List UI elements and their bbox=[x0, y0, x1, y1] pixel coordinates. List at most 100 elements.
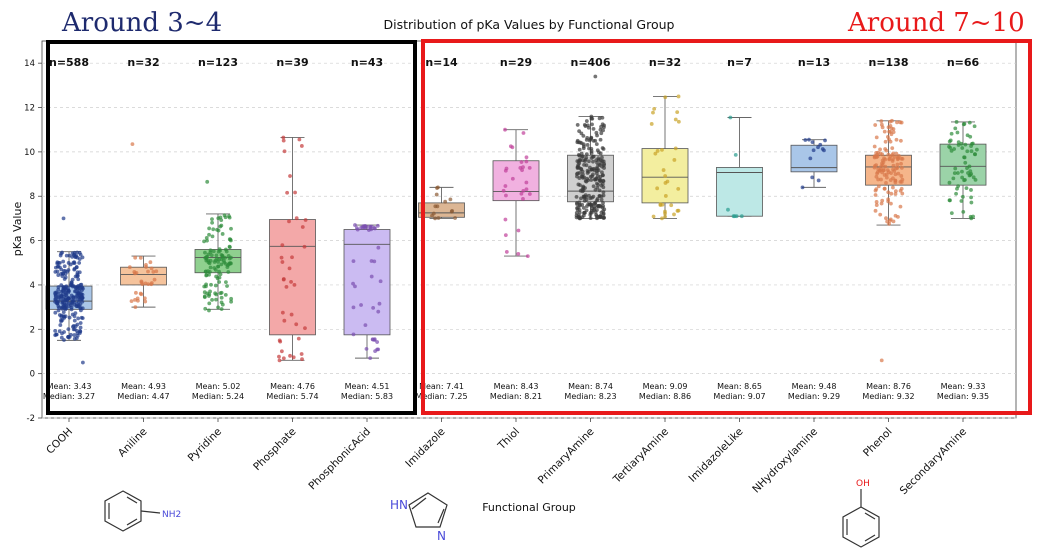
n-label-nhydroxylamine: n=13 bbox=[798, 56, 830, 69]
data-point bbox=[142, 296, 147, 301]
data-point bbox=[969, 144, 973, 149]
data-point bbox=[73, 255, 78, 260]
phenol-oh-label: OH bbox=[856, 479, 870, 489]
data-point bbox=[78, 321, 83, 325]
data-point bbox=[593, 177, 597, 182]
data-point bbox=[949, 131, 954, 136]
data-point bbox=[62, 330, 66, 334]
n-label-phosphate: n=39 bbox=[276, 56, 308, 69]
data-point bbox=[961, 122, 966, 127]
data-point bbox=[577, 129, 582, 134]
data-point bbox=[371, 337, 375, 342]
data-point bbox=[80, 255, 85, 260]
data-point bbox=[504, 250, 509, 254]
x-tick-label-thiol: Thiol bbox=[495, 426, 522, 453]
n-label-imidazolelike: n=7 bbox=[727, 56, 752, 69]
data-point bbox=[576, 215, 581, 219]
data-point bbox=[53, 333, 58, 338]
data-point bbox=[895, 166, 900, 170]
data-point bbox=[575, 171, 580, 176]
data-point bbox=[803, 138, 808, 142]
data-point bbox=[227, 256, 232, 261]
mean-label-primaryamine: Mean: 8.74 bbox=[568, 382, 613, 391]
data-point bbox=[949, 211, 954, 216]
data-point bbox=[81, 286, 85, 291]
data-point bbox=[203, 269, 208, 274]
data-point bbox=[598, 161, 603, 166]
data-point bbox=[591, 154, 595, 159]
data-point bbox=[63, 285, 68, 289]
data-point bbox=[521, 131, 526, 135]
data-point bbox=[226, 270, 231, 274]
annotation-right: Around 7~10 bbox=[847, 8, 1025, 38]
data-point bbox=[952, 171, 957, 176]
y-axis-label: pKa Value bbox=[11, 202, 24, 257]
data-point bbox=[878, 147, 882, 152]
data-point bbox=[597, 188, 602, 193]
data-point bbox=[655, 186, 660, 191]
data-point bbox=[596, 204, 601, 209]
data-point bbox=[822, 148, 826, 153]
data-point bbox=[219, 262, 224, 267]
data-point bbox=[436, 216, 441, 220]
data-point bbox=[278, 339, 283, 344]
data-point bbox=[672, 212, 676, 217]
data-point bbox=[895, 120, 899, 125]
data-point bbox=[519, 160, 524, 164]
data-point bbox=[595, 166, 600, 171]
data-point bbox=[601, 190, 606, 195]
data-point bbox=[874, 200, 879, 204]
mean-label-tertiaryamine: Mean: 9.09 bbox=[643, 382, 688, 391]
data-point bbox=[294, 216, 299, 221]
data-point bbox=[376, 245, 381, 250]
data-point bbox=[77, 250, 82, 255]
data-point bbox=[290, 255, 294, 260]
data-point bbox=[66, 335, 70, 339]
data-point bbox=[594, 142, 599, 147]
data-point bbox=[661, 168, 666, 172]
data-point bbox=[281, 277, 286, 281]
x-axis-label: Functional Group bbox=[482, 501, 576, 514]
x-tick-label-pyridine: Pyridine bbox=[186, 426, 225, 465]
data-point bbox=[56, 285, 61, 289]
data-point bbox=[296, 336, 301, 341]
data-point bbox=[300, 357, 304, 362]
data-point bbox=[601, 201, 605, 205]
data-point bbox=[62, 338, 66, 342]
data-point bbox=[213, 268, 218, 272]
data-point bbox=[133, 305, 138, 310]
data-point bbox=[219, 223, 224, 228]
data-point bbox=[55, 264, 60, 269]
data-point bbox=[72, 327, 77, 332]
data-point bbox=[359, 225, 363, 230]
data-point bbox=[893, 192, 898, 196]
data-point bbox=[202, 239, 206, 244]
data-point bbox=[593, 74, 598, 79]
data-point bbox=[136, 298, 140, 303]
points-pyridine bbox=[202, 179, 234, 313]
data-point bbox=[660, 202, 665, 207]
data-point bbox=[66, 296, 71, 301]
data-point bbox=[133, 297, 137, 302]
data-point bbox=[967, 120, 972, 125]
data-point bbox=[518, 165, 523, 170]
data-point bbox=[581, 146, 586, 151]
data-point bbox=[673, 146, 678, 151]
data-point bbox=[886, 134, 890, 139]
data-point bbox=[879, 119, 884, 124]
data-point bbox=[285, 190, 290, 195]
data-point bbox=[889, 132, 894, 137]
data-point bbox=[948, 145, 953, 150]
data-point bbox=[216, 216, 221, 221]
median-label-imidazolelike: Median: 9.07 bbox=[713, 392, 765, 401]
data-point bbox=[68, 332, 73, 337]
data-point bbox=[63, 269, 68, 273]
data-point bbox=[879, 201, 884, 206]
data-point bbox=[962, 155, 966, 160]
data-point bbox=[435, 186, 439, 190]
data-point bbox=[216, 305, 221, 310]
data-point bbox=[279, 255, 284, 260]
data-point bbox=[224, 249, 229, 254]
frame-around-7-10 bbox=[421, 39, 1032, 415]
